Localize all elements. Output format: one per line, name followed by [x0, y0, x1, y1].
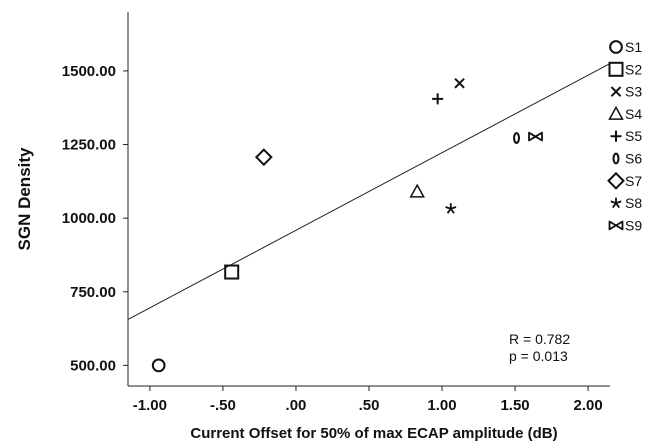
point-s9 — [528, 131, 543, 142]
x-tick-label: 2.00 — [573, 397, 602, 414]
legend-marker-s4 — [608, 105, 624, 120]
legend-label-s4: S4 — [625, 106, 642, 122]
x-tick-label: 1.50 — [500, 397, 529, 414]
axes: -1.00 -.50 .00 .50 1.00 1.50 2.00 500.00 750.00 1… — [62, 12, 610, 414]
data-points — [151, 78, 543, 373]
y-tick-label: 1500.00 — [62, 63, 116, 80]
point-s4 — [409, 183, 425, 198]
y-tick-label: 1250.00 — [62, 137, 116, 154]
y-tick-label: 750.00 — [70, 284, 116, 301]
point-s6 — [513, 132, 520, 144]
legend-label-s9: S9 — [625, 217, 642, 233]
r-value-annotation: R = 0.782 — [509, 331, 570, 347]
legend-label-s1: S1 — [625, 39, 642, 55]
x-tick-label: .00 — [286, 397, 307, 414]
legend-label-s5: S5 — [625, 128, 642, 144]
legend-marker-s2 — [608, 61, 624, 77]
legend-marker-s3 — [610, 86, 622, 97]
point-s8 — [445, 203, 457, 214]
point-s7 — [254, 148, 273, 167]
legend-label-s6: S6 — [625, 151, 642, 167]
x-tick-label: .50 — [359, 397, 380, 414]
x-tick-label: -.50 — [210, 397, 236, 414]
legend-label-s8: S8 — [625, 195, 642, 211]
point-s1 — [151, 358, 166, 373]
x-tick-label: -1.00 — [133, 397, 167, 414]
y-tick-label: 1000.00 — [62, 210, 116, 227]
legend: S1 S2 S3 S4 S5 S6 S7 S8 S9 — [607, 39, 642, 233]
legend-marker-s5 — [610, 130, 622, 142]
fit-line-layer — [127, 63, 611, 320]
point-s3 — [454, 78, 465, 89]
legend-label-s3: S3 — [625, 84, 642, 100]
legend-label-s7: S7 — [625, 173, 642, 189]
legend-marker-s6 — [612, 152, 620, 165]
regression-line — [127, 63, 611, 320]
y-axis-label: SGN Density — [15, 147, 34, 251]
legend-marker-s1 — [609, 40, 623, 54]
legend-label-s2: S2 — [625, 61, 642, 77]
legend-marker-s8 — [610, 197, 622, 209]
point-s5 — [432, 93, 444, 105]
p-value-annotation: p = 0.013 — [509, 348, 568, 364]
x-axis-label: Current Offset for 50% of max ECAP ampli… — [190, 425, 557, 442]
legend-marker-s9 — [608, 220, 624, 231]
point-s2 — [224, 264, 240, 280]
y-tick-label: 500.00 — [70, 357, 116, 374]
legend-marker-s7 — [607, 171, 625, 190]
x-tick-label: 1.00 — [427, 397, 456, 414]
